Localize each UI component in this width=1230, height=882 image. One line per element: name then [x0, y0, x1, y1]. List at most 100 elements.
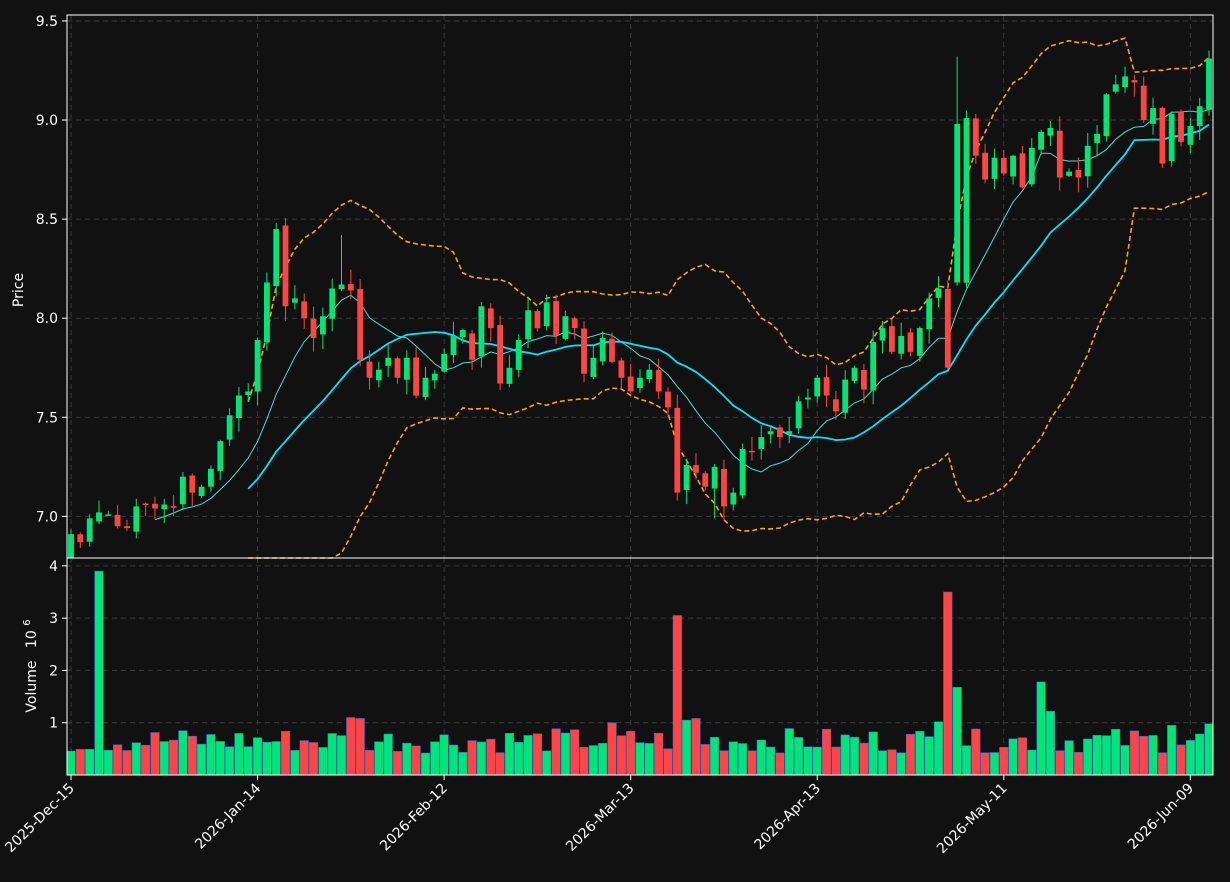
- volume-bar: [85, 749, 95, 776]
- volume-bar: [579, 747, 589, 776]
- volume-bar: [607, 722, 617, 776]
- volume-bar: [961, 745, 972, 776]
- volume-bar: [1111, 728, 1121, 776]
- volume-bar: [383, 733, 393, 776]
- volume-bar: [896, 752, 906, 776]
- candle-body: [543, 302, 550, 327]
- volume-bar: [588, 745, 598, 776]
- volume-bar: [644, 743, 654, 776]
- candle-body: [1159, 107, 1166, 164]
- volume-bar: [458, 752, 468, 776]
- volume-bar: [75, 749, 85, 776]
- candle-body: [301, 301, 308, 319]
- volume-bar: [1120, 745, 1130, 776]
- candle-body: [805, 397, 811, 400]
- volume-bar: [1055, 750, 1065, 776]
- moving-average-slow-line: [247, 123, 1210, 490]
- candle-body: [1075, 170, 1082, 178]
- volume-bar: [1083, 738, 1093, 776]
- volume-bar: [420, 752, 431, 776]
- candle-body: [907, 332, 914, 352]
- volume-tick-label: 2: [49, 663, 58, 679]
- volume-bar: [327, 733, 337, 776]
- volume-bar: [1092, 735, 1102, 776]
- candle-body: [347, 284, 354, 291]
- volume-bar: [756, 739, 766, 776]
- volume-bar: [999, 747, 1009, 776]
- candle-body: [180, 476, 186, 505]
- candle-body: [152, 503, 158, 509]
- volume-bar: [803, 746, 813, 776]
- volume-bar: [766, 746, 776, 776]
- x-tick-label: 2026-Apr-13: [752, 781, 825, 854]
- candle-body: [693, 465, 699, 473]
- volume-bar: [122, 750, 132, 776]
- x-tick-label: 2026-Feb-12: [377, 781, 451, 855]
- candle-body: [786, 431, 793, 434]
- volume-bar: [1008, 738, 1018, 776]
- candles-layer: [68, 50, 1212, 558]
- candle-body: [497, 325, 503, 384]
- candle-body: [161, 504, 168, 510]
- volume-bar: [1195, 733, 1205, 776]
- grid-layer: [67, 15, 1213, 775]
- candle-body: [1196, 106, 1203, 127]
- volume-bar: [747, 750, 757, 776]
- candle-body: [133, 506, 140, 532]
- volume-bar: [1167, 725, 1177, 776]
- candle-body: [198, 486, 205, 496]
- candle-body: [469, 333, 475, 360]
- volume-bar: [626, 731, 636, 776]
- volume-bar: [570, 729, 580, 776]
- volume-bar: [551, 728, 561, 776]
- volume-axis-exponent-power: 6: [22, 619, 33, 625]
- candle-body: [1112, 84, 1119, 92]
- candle-body: [879, 328, 886, 341]
- candle-body: [683, 464, 690, 490]
- bollinger-upper-line: [247, 37, 1210, 402]
- candle-body: [823, 377, 830, 396]
- volume-bar: [215, 741, 225, 776]
- volume-bar: [1139, 736, 1149, 776]
- volume-bar: [775, 752, 785, 776]
- volume-bar: [262, 741, 272, 776]
- volume-bar: [523, 735, 533, 776]
- volume-bar: [281, 731, 291, 776]
- volume-bar: [495, 752, 505, 776]
- volume-bar: [113, 744, 123, 776]
- price-tick-label: 9.0: [36, 113, 58, 129]
- volume-bar: [439, 734, 449, 776]
- volume-bar: [1045, 710, 1055, 776]
- candle-body: [1206, 58, 1212, 110]
- volume-bar: [710, 736, 720, 776]
- candle-body: [1140, 85, 1147, 120]
- candle-body: [366, 361, 373, 378]
- candle-body: [749, 450, 755, 453]
- candle-body: [889, 326, 895, 352]
- volume-bar: [654, 732, 664, 776]
- volume-bar: [150, 732, 160, 776]
- volume-bar: [924, 736, 934, 776]
- volume-bar: [514, 742, 524, 776]
- volume-bar: [308, 742, 319, 776]
- volume-bar: [336, 735, 347, 776]
- volume-bar: [738, 743, 748, 776]
- volume-bar: [290, 750, 300, 776]
- candle-body: [142, 503, 149, 505]
- candle-body: [1047, 128, 1054, 136]
- candle-body: [114, 514, 121, 527]
- svg-text:Volume 10 6: Volume 10 6: [22, 619, 40, 712]
- volume-bar: [822, 728, 832, 776]
- volume-bar: [887, 749, 897, 776]
- volume-layer: [66, 570, 1214, 776]
- volume-bar: [1148, 735, 1158, 776]
- candle-body: [1084, 145, 1091, 177]
- volume-bar: [504, 733, 514, 776]
- candle-body: [1122, 76, 1128, 87]
- candle-body: [665, 391, 671, 408]
- volume-bar: [616, 735, 626, 776]
- candle-body: [478, 306, 485, 357]
- volume-bar: [374, 741, 384, 776]
- candle-body: [208, 468, 214, 487]
